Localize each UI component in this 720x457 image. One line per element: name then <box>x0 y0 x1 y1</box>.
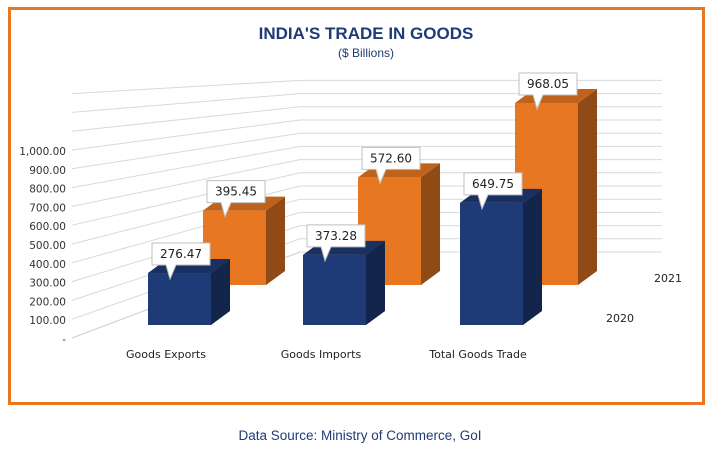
y-tick-label: 500.00 <box>29 240 66 252</box>
y-tick-label: 900.00 <box>29 165 66 177</box>
bar-2021-2-side <box>578 89 597 286</box>
chart-canvas: INDIA'S TRADE IN GOODS ($ Billions) - 100… <box>19 24 682 361</box>
bar-2020-0-side <box>211 259 230 325</box>
y-tick-label: 600.00 <box>29 221 66 233</box>
series-depth-labels: 2020 2021 <box>606 272 682 325</box>
label-2020-1-bubble <box>306 224 366 263</box>
y-tick-label: - <box>62 334 66 346</box>
bar-2021-0-side <box>266 196 285 285</box>
chart-title: INDIA'S TRADE IN GOODS <box>259 24 474 43</box>
y-tick-label: 700.00 <box>29 202 66 214</box>
bar-2020-1-front <box>303 254 366 325</box>
series-label-2021: 2021 <box>654 272 682 285</box>
label-2021-2-text: 968.05 <box>527 77 569 91</box>
x-axis-categories: Goods Exports Goods Imports Total Goods Tr… <box>126 348 527 361</box>
label-2021-1-text: 572.60 <box>370 151 412 165</box>
bar-2020-2-side <box>523 188 542 325</box>
label-2021-1-bubble <box>361 146 421 185</box>
label-2020-0-text: 276.47 <box>160 247 202 261</box>
chart-subtitle: ($ Billions) <box>338 46 394 60</box>
y-tick-label: 300.00 <box>29 278 66 290</box>
x-category-label: Goods Imports <box>281 348 362 361</box>
x-category-label: Goods Exports <box>126 348 206 361</box>
bar-2020-0-front <box>148 273 211 325</box>
y-tick-label: 400.00 <box>29 259 66 271</box>
bar-2021-1-side <box>421 163 440 285</box>
y-axis-ticks: - 100.00 200.00 300.00 400.00 500.00 600.00 700… <box>19 146 66 346</box>
label-2020-1-text: 373.28 <box>315 229 357 243</box>
label-2021-0-text: 395.45 <box>215 185 257 199</box>
data-labels: 395.45 572.60 968.05 276.47 373.28 649.75 <box>151 72 578 281</box>
x-category-label: Total Goods Trade <box>428 348 527 361</box>
data-source-note: Data Source: Ministry of Commerce, GoI <box>238 428 482 443</box>
label-2020-2-bubble <box>463 172 523 211</box>
y-tick-label: 100.00 <box>29 315 66 327</box>
series-label-2020: 2020 <box>606 312 634 325</box>
bar-2020-1-side <box>366 240 385 325</box>
y-tick-label: 800.00 <box>29 184 66 196</box>
label-2021-2-bubble <box>518 72 578 111</box>
label-2021-0-bubble <box>206 180 266 219</box>
y-tick-label: 200.00 <box>29 296 66 308</box>
label-2020-0-bubble <box>151 242 211 281</box>
label-2020-2-text: 649.75 <box>472 177 514 191</box>
y-tick-label: 1,000.00 <box>19 146 66 158</box>
bar-2020-2-front <box>460 202 523 325</box>
